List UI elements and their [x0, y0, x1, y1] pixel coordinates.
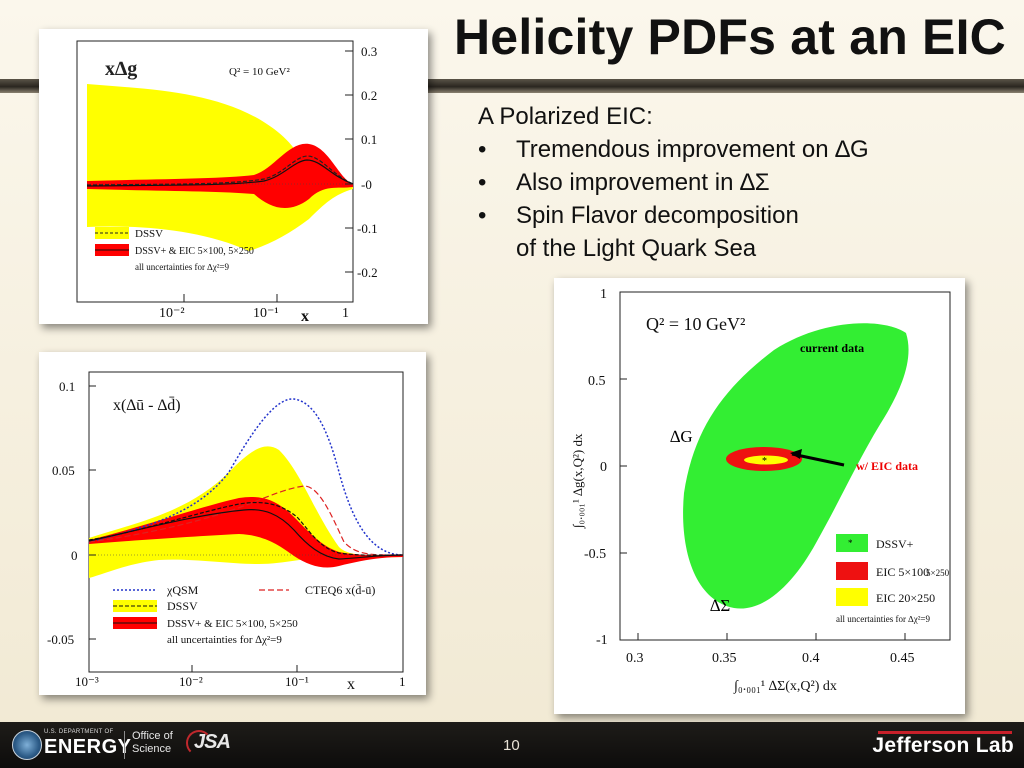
chart-dg-dsigma: * 1 0.5 0 -0.5 -1 0.3 0.35 0.4 0.45 ∫₀.₀… [570, 287, 951, 694]
y-tick-label: 0.05 [52, 463, 75, 478]
y-tick-label: 0.1 [59, 379, 75, 394]
x-tick-label: 0.3 [626, 651, 644, 666]
chart-frame [88, 371, 404, 673]
x-tick-label: 1 [399, 674, 406, 689]
current-data-region [683, 323, 909, 609]
doe-seal-icon [12, 730, 42, 760]
bullet-list: A Polarized EIC: • Tremendous improvemen… [478, 100, 998, 265]
inset-label: x∆g [105, 58, 137, 80]
legend-note: all uncertainties for ∆χ²=9 [836, 614, 930, 624]
bullet-item-continued: of the Light Quark Sea [516, 235, 757, 262]
inset-label: x(∆ū - ∆d̄) [113, 396, 181, 414]
qsm-curve [88, 398, 404, 556]
annotation-current-data: current data [800, 341, 864, 355]
chart-xdg: 0.3 0.2 0.1 -0 -0.1 -0.2 10⁻² 10⁻¹ 1 x x… [76, 40, 378, 324]
x-tick-label: 0.35 [712, 651, 737, 666]
legend-eic: DSSV+ & EIC 5×100, 5×250 [135, 246, 254, 257]
y-tick-label: -1 [596, 633, 608, 648]
annotation-delta-sigma: ∆Σ [710, 596, 730, 615]
eic-band [89, 496, 403, 568]
x-axis-label: x [347, 676, 355, 693]
bullet-item: • Also improvement in ∆Σ [478, 169, 770, 196]
jefferson-lab-logo: Jefferson Lab [872, 734, 1014, 757]
x-tick-label: 10⁻² [159, 306, 185, 321]
y-tick-label: 0.3 [361, 44, 377, 59]
x-axis-label: x [301, 308, 309, 324]
y-tick-label: -0 [361, 177, 372, 192]
eic-curve [86, 159, 354, 187]
axis-ticks [620, 291, 906, 640]
eic-band [87, 143, 353, 209]
eic-yellow-region [744, 455, 788, 465]
x-tick-label: 10⁻¹ [285, 674, 309, 689]
axis-ticks [89, 385, 298, 672]
chart-frame [76, 40, 354, 303]
chart-panel-dg-dsigma: * 1 0.5 0 -0.5 -1 0.3 0.35 0.4 0.45 ∫₀.₀… [554, 278, 965, 714]
x-tick-label: 10⁻¹ [253, 306, 279, 321]
y-tick-label: 0 [600, 460, 607, 475]
legend-eic-1b: 5×250 [926, 568, 950, 578]
legend-swatch-eic-yellow [836, 588, 868, 606]
legend-swatch-eic-red [836, 562, 868, 580]
legend-qsm: χQSM [166, 583, 199, 597]
x-tick-label: 10⁻³ [75, 674, 99, 689]
annotation-delta-g: ∆G [670, 427, 693, 446]
y-tick-label: -0.1 [357, 221, 378, 236]
doe-logo-text: ENERGY [44, 736, 132, 758]
doe-small-label: U.S. DEPARTMENT OF [44, 729, 114, 735]
dssv-curve [86, 155, 354, 186]
page-number: 10 [503, 737, 520, 754]
office-of-science: Office of Science [132, 730, 173, 755]
q2-annotation: Q² = 10 GeV² [229, 66, 290, 78]
cteq-curve [88, 485, 404, 556]
bullet-item: • Tremendous improvement on ∆G [478, 136, 869, 163]
y-tick-label: -0.2 [357, 265, 378, 280]
y-tick-label: 0.1 [361, 132, 377, 147]
legend-swatch-dssv [836, 534, 868, 552]
footer-divider [124, 731, 125, 759]
footer-bar: U.S. DEPARTMENT OF ENERGY Office of Scie… [0, 722, 1024, 768]
legend-eic: DSSV+ & EIC 5×100, 5×250 [167, 618, 298, 630]
x-tick-label: 0.45 [890, 651, 915, 666]
slide-title: Helicity PDFs at an EIC [454, 9, 1006, 65]
legend-eic-2: EIC 20×250 [876, 591, 935, 605]
y-ticks [183, 50, 353, 302]
chart-title: Q² = 10 GeV² [646, 314, 745, 334]
x-tick-label: 1 [342, 306, 349, 321]
jsa-logo-text: JSA [194, 731, 231, 753]
chart-sea: 0.1 0.05 0 -0.05 10⁻³ 10⁻² 10⁻¹ 1 x x(∆ū… [47, 371, 406, 693]
legend-eic-1: EIC 5×100 [876, 565, 929, 579]
jsa-logo-icon [186, 730, 212, 756]
jlab-accent [878, 731, 1012, 734]
chart-panel-sea: 0.1 0.05 0 -0.05 10⁻³ 10⁻² 10⁻¹ 1 x x(∆ū… [39, 352, 426, 695]
chart-panel-xdg: 0.3 0.2 0.1 -0 -0.1 -0.2 10⁻² 10⁻¹ 1 x x… [39, 29, 428, 324]
bullet-intro: A Polarized EIC: [478, 103, 653, 130]
y-tick-label: 0 [71, 548, 78, 563]
y-tick-label: 1 [600, 287, 607, 302]
y-tick-label: 0.5 [588, 374, 606, 389]
y-tick-label: 0.2 [361, 88, 377, 103]
svg-text:*: * [848, 538, 853, 548]
x-axis-label: ∫₀.₀₀₁¹ ∆Σ(x,Q²) dx [733, 679, 837, 694]
annotation-eic-data: w/ EIC data [856, 459, 918, 473]
x-tick-label: 0.4 [802, 651, 820, 666]
legend-note: all uncertainties for ∆χ²=9 [167, 634, 282, 646]
dssv-point: * [762, 456, 767, 467]
y-tick-label: -0.05 [47, 632, 74, 647]
bullet-item: • Spin Flavor decomposition [478, 202, 799, 229]
legend-dssv: DSSV [167, 599, 198, 613]
legend-dssv: DSSV [135, 228, 163, 240]
eic-arrowhead [790, 449, 802, 459]
y-tick-label: -0.5 [584, 547, 606, 562]
dssv-band [87, 84, 353, 251]
eic-arrow [791, 452, 845, 467]
legend-dssv: DSSV+ [876, 537, 914, 551]
legend-cteq: CTEQ6 x(d̄-ū) [305, 583, 375, 597]
x-tick-label: 10⁻² [179, 674, 203, 689]
y-axis-label: ∫₀.₀₀₁¹ ∆g(x,Q²) dx [570, 433, 586, 529]
eic-curve [88, 509, 404, 560]
legend-note: all uncertainties for ∆χ²=9 [135, 262, 229, 272]
